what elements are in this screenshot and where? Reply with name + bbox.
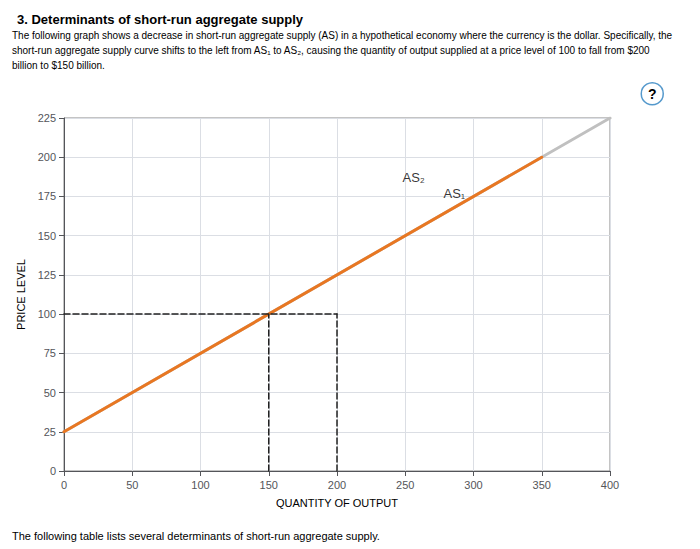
svg-text:The following table lists seve: The following table lists several determ… (12, 530, 380, 542)
svg-text:75: 75 (44, 347, 56, 359)
svg-text:AS₁: AS₁ (443, 186, 465, 201)
svg-text:225: 225 (38, 112, 56, 124)
svg-text:0: 0 (61, 479, 67, 491)
svg-text:250: 250 (396, 479, 414, 491)
svg-text:200: 200 (328, 479, 346, 491)
svg-text:QUANTITY OF OUTPUT: QUANTITY OF OUTPUT (276, 497, 398, 509)
svg-text:50: 50 (126, 479, 138, 491)
svg-text:0: 0 (50, 465, 56, 477)
svg-text:The following graph shows a de: The following graph shows a decrease in … (12, 30, 673, 41)
svg-text:100: 100 (38, 308, 56, 320)
svg-text:200: 200 (38, 151, 56, 163)
svg-text:3. Determinants of short-run a: 3. Determinants of short-run aggregate s… (17, 12, 304, 27)
svg-text:?: ? (648, 86, 657, 102)
svg-text:100: 100 (191, 479, 209, 491)
svg-text:400: 400 (601, 479, 619, 491)
svg-text:AS₂: AS₂ (403, 170, 425, 185)
svg-text:50: 50 (44, 387, 56, 399)
svg-text:300: 300 (464, 479, 482, 491)
svg-text:25: 25 (44, 426, 56, 438)
svg-text:short-run aggregate supply cur: short-run aggregate supply curve shifts … (12, 45, 650, 56)
svg-text:175: 175 (38, 190, 56, 202)
svg-text:125: 125 (38, 269, 56, 281)
svg-text:PRICE LEVEL: PRICE LEVEL (15, 259, 27, 330)
svg-text:150: 150 (38, 230, 56, 242)
svg-text:350: 350 (533, 479, 551, 491)
svg-text:billion to $150 billion.: billion to $150 billion. (12, 60, 105, 71)
svg-text:150: 150 (260, 479, 278, 491)
